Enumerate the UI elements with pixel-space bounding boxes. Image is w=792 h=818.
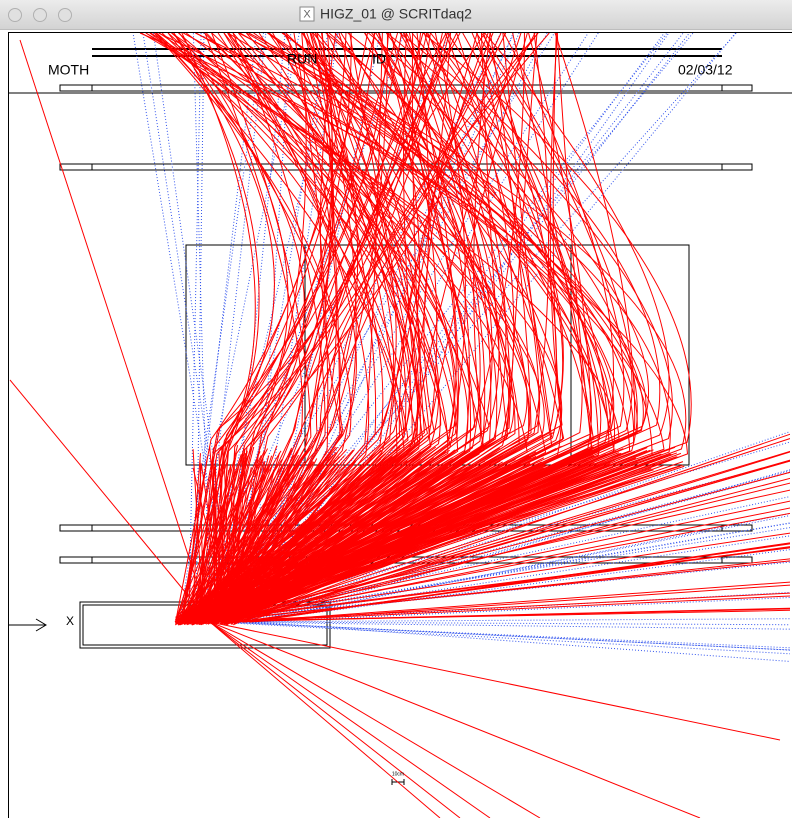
axis-label: X — [66, 614, 74, 628]
date-label: 02/03/12 — [678, 62, 733, 78]
close-button[interactable] — [9, 9, 22, 22]
id-label: ID — [372, 51, 386, 67]
window: X HIGZ_01 @ SCRITdaq2 MOTH RUN ID 02/03/… — [0, 0, 792, 818]
x-icon-glyph: X — [303, 8, 311, 20]
page: X HIGZ_01 @ SCRITdaq2 MOTH RUN ID 02/03/… — [0, 0, 792, 818]
minimize-button[interactable] — [34, 9, 47, 22]
scale-label: 10cm — [392, 771, 404, 777]
zoom-button[interactable] — [59, 9, 72, 22]
window-title: HIGZ_01 @ SCRITdaq2 — [320, 6, 472, 22]
run-label: RUN — [287, 51, 317, 67]
volume-label: MOTH — [48, 62, 89, 78]
